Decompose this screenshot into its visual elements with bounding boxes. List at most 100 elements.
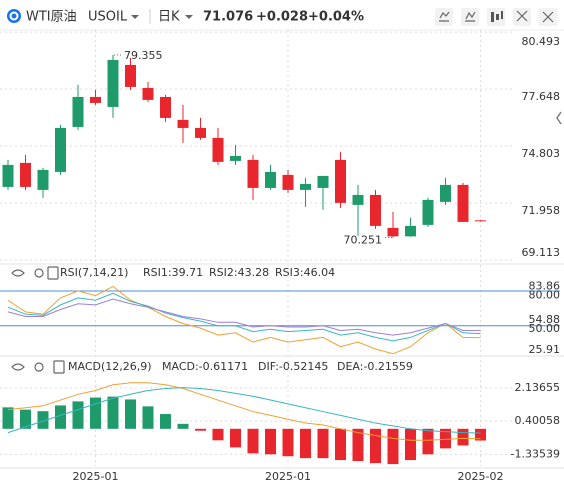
legend-entry: MACD:-0.61171 xyxy=(162,360,248,373)
candle-body xyxy=(230,155,241,161)
macd-visibility-icon[interactable] xyxy=(11,363,25,371)
macd-bar xyxy=(55,405,66,429)
draw-tool-button[interactable] xyxy=(435,8,453,26)
macd-bar xyxy=(90,397,101,429)
compare-icon xyxy=(516,10,528,22)
rsi-visibility-icon[interactable] xyxy=(11,269,25,277)
y-tick-label: 83.86 xyxy=(529,279,561,292)
candle-body xyxy=(317,175,329,188)
macd-bar xyxy=(300,428,311,459)
price-change: +0.028 xyxy=(256,10,308,25)
symbol-logo xyxy=(7,9,21,23)
macd-line xyxy=(7,382,481,441)
macd-bar xyxy=(457,428,469,446)
candle-body xyxy=(265,171,276,188)
price-change-pct: +0.04% xyxy=(308,10,364,25)
compare-button[interactable] xyxy=(513,8,531,26)
y-tick-label: 80.00 xyxy=(529,288,561,301)
macd-bar xyxy=(352,428,364,462)
candle-body xyxy=(72,96,84,127)
macd-bar xyxy=(107,396,119,429)
candle-body xyxy=(387,227,399,237)
macd-bar xyxy=(37,411,49,429)
candle-body xyxy=(282,174,294,190)
legend-entry: RSI1:39.71 xyxy=(143,266,203,279)
candle-body xyxy=(107,59,119,107)
macd-bar xyxy=(422,428,434,455)
macd-header: MACD(12,26,9) MACD:-0.61171 DIF:-0.52145… xyxy=(11,360,413,374)
rsi-settings-icon[interactable] xyxy=(34,268,44,278)
rsi-box-icon xyxy=(47,266,59,280)
macd-bar xyxy=(177,423,189,429)
candle-body xyxy=(370,194,381,226)
y-tick-label: 71.958 xyxy=(522,204,561,217)
indicator-icon xyxy=(465,11,476,22)
last-price: 71.076 xyxy=(203,10,253,25)
chart-type-icon xyxy=(491,11,503,22)
macd-bar xyxy=(387,428,399,465)
symbol-name[interactable]: WTI原油 xyxy=(26,10,77,25)
x-tick-label: 2025-01 xyxy=(265,470,311,483)
legend-entry: DEA:-0.21559 xyxy=(337,360,413,373)
macd-bar xyxy=(160,414,171,429)
candle-body xyxy=(55,127,66,172)
macd-bar xyxy=(370,428,381,464)
candle-body xyxy=(90,96,101,103)
candle-body xyxy=(475,220,486,222)
fullscreen-icon xyxy=(542,11,554,23)
period-dropdown[interactable] xyxy=(185,15,193,19)
y-tick-label: 25.91 xyxy=(529,343,561,356)
x-tick-label: 2025-01 xyxy=(73,470,119,483)
side-panel-toggle[interactable] xyxy=(556,111,562,125)
symbol-dropdown[interactable] xyxy=(131,15,139,19)
legend-entry: DIF:-0.52145 xyxy=(258,360,328,373)
candle-body xyxy=(195,127,206,138)
y-tick-label: 2.13655 xyxy=(515,381,561,394)
candle-body xyxy=(37,169,49,190)
macd-bar xyxy=(125,399,136,429)
symbol-code[interactable]: USOIL xyxy=(88,10,128,25)
candle-body xyxy=(2,164,14,187)
rsi-line xyxy=(7,292,481,342)
indicator-button[interactable] xyxy=(461,8,479,26)
candle-body xyxy=(440,184,451,202)
toolbar xyxy=(435,8,557,26)
rsi-title: RSI(7,14,21) xyxy=(60,266,128,279)
macd-bar xyxy=(72,401,84,429)
macd-bar xyxy=(282,428,294,457)
candle-body xyxy=(212,137,224,162)
macd-bar xyxy=(405,428,416,461)
macd-line xyxy=(7,387,481,434)
candle-body xyxy=(247,159,259,188)
macd-bar xyxy=(440,428,451,449)
candle-body xyxy=(457,184,469,222)
candle-body xyxy=(335,159,346,203)
x-tick-label: 2025-02 xyxy=(458,470,504,483)
candle-body xyxy=(125,64,136,87)
macd-settings-icon[interactable] xyxy=(34,362,44,372)
y-tick-label: 54.88 xyxy=(529,313,561,326)
macd-box-icon xyxy=(53,360,65,374)
macd-bar xyxy=(230,428,241,448)
macd-bar xyxy=(142,406,154,429)
candle-body xyxy=(20,162,31,187)
y-tick-label: -1.33539 xyxy=(511,447,560,460)
rsi-line xyxy=(7,285,481,355)
macd-bar xyxy=(20,409,31,429)
candle-body xyxy=(352,194,364,205)
macd-bar xyxy=(335,428,346,461)
macd-bar xyxy=(317,428,329,459)
macd-bar xyxy=(475,428,486,441)
draw-tool-icon xyxy=(439,11,450,22)
candle-body xyxy=(160,96,171,118)
rsi-header: RSI(7,14,21) RSI1:39.71 RSI2:43.28 RSI3:… xyxy=(11,266,335,280)
candle-body xyxy=(405,225,416,237)
macd-bar xyxy=(265,428,276,455)
macd-bar xyxy=(2,407,14,429)
y-tick-label: 0.40058 xyxy=(515,414,561,427)
period[interactable]: 日K xyxy=(158,10,180,25)
legend-entry: RSI2:43.28 xyxy=(209,266,269,279)
candle-body xyxy=(300,183,311,190)
y-tick-label: 74.803 xyxy=(522,147,561,160)
candle-body xyxy=(422,199,434,225)
